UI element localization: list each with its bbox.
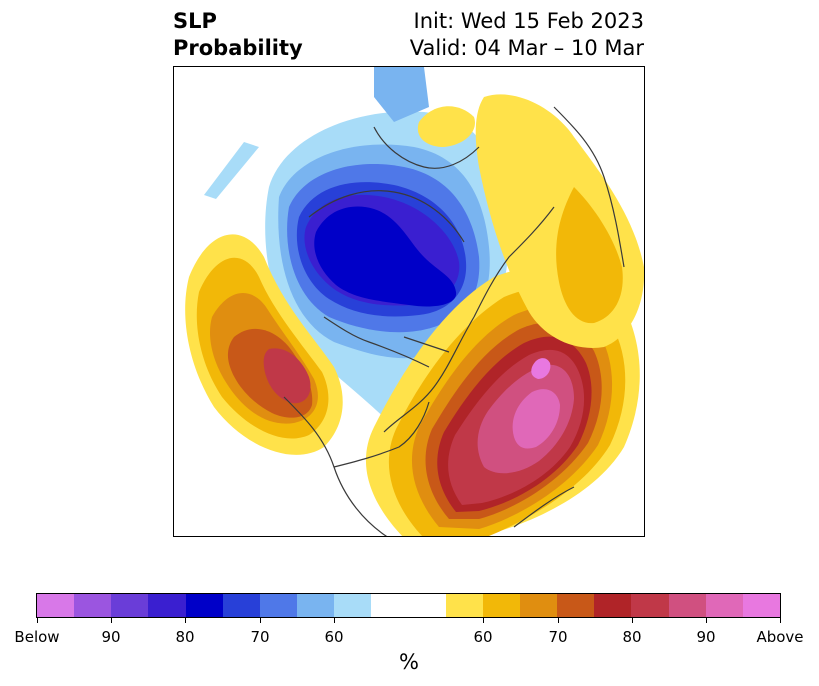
colorbar-tickmark [185,618,186,623]
colorbar-segment [557,594,595,617]
colorbar-segment [297,594,335,617]
colorbar-tick-label: 80 [175,628,195,646]
colorbar-segment [259,594,298,617]
colorbar-segment [520,594,558,617]
init-date: Init: Wed 15 Feb 2023 [413,9,644,33]
chart-title-right: Init: Wed 15 Feb 2023 Valid: 04 Mar – 10… [410,8,644,62]
colorbar-tick-label: Below [14,628,60,646]
colorbar-segment [148,594,186,617]
title-metric: Probability [173,36,303,60]
colorbar-tickmark [483,618,484,623]
above-red-west [263,348,311,404]
colorbar-tick-label: 70 [548,628,568,646]
colorbar-tick-label: 60 [473,628,493,646]
above-light-east [556,187,623,324]
below-pale-top [374,67,429,122]
colorbar-segment [371,594,446,617]
colorbar-tick-label: 80 [622,628,642,646]
colorbar [36,593,781,618]
colorbar-tick-label: 70 [250,628,270,646]
below-pale-streak [204,142,259,199]
colorbar-tickmark [37,618,38,623]
colorbar-tickmark [260,618,261,623]
colorbar-segment [594,594,632,617]
map-canvas [185,67,644,536]
valid-range: Valid: 04 Mar – 10 Mar [409,36,644,60]
colorbar-tick-label: 60 [324,628,344,646]
colorbar-tickmark [706,618,707,623]
colorbar-segment [742,594,781,617]
colorbar-segment [445,594,483,617]
colorbar-segment [74,594,112,617]
colorbar-tickmark [632,618,633,623]
colorbar-tickmark [111,618,112,623]
colorbar-segment [222,594,260,617]
title-variable: SLP [173,9,217,33]
colorbar-segment [705,594,743,617]
above-pale-top [417,106,475,147]
colorbar-tickmark [558,618,559,623]
colorbar-segment [37,594,75,617]
colorbar-tickmark [334,618,335,623]
colorbar-segment [185,594,223,617]
colorbar-segment [668,594,706,617]
colorbar-segment [631,594,669,617]
above-max-spot [531,358,551,379]
below-darkest-region [314,206,457,307]
above-magenta-main [512,389,560,449]
colorbar-segment [111,594,149,617]
colorbar-tick-label: 90 [696,628,716,646]
colorbar-segment [482,594,521,617]
colorbar-segment [334,594,372,617]
colorbar-units: % [399,650,419,674]
colorbar-tick-label: Above [756,628,804,646]
coastlines [283,106,625,536]
probability-map [173,66,645,537]
colorbar-tick-label: 90 [101,628,121,646]
colorbar-tickmark [780,618,781,623]
chart-title-left: SLP Probability [173,8,303,62]
